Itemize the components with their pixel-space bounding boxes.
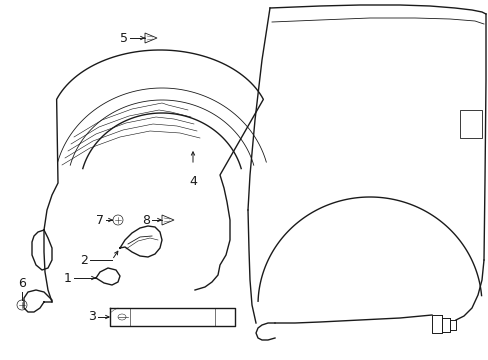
Text: 4: 4: [189, 175, 197, 188]
Text: 2: 2: [80, 253, 88, 266]
Text: 8: 8: [142, 213, 150, 226]
Text: 6: 6: [18, 277, 26, 290]
Text: 5: 5: [120, 31, 128, 45]
Text: 7: 7: [96, 213, 104, 226]
Text: 1: 1: [64, 271, 72, 284]
Bar: [459, 110, 481, 138]
Text: 3: 3: [88, 310, 96, 324]
